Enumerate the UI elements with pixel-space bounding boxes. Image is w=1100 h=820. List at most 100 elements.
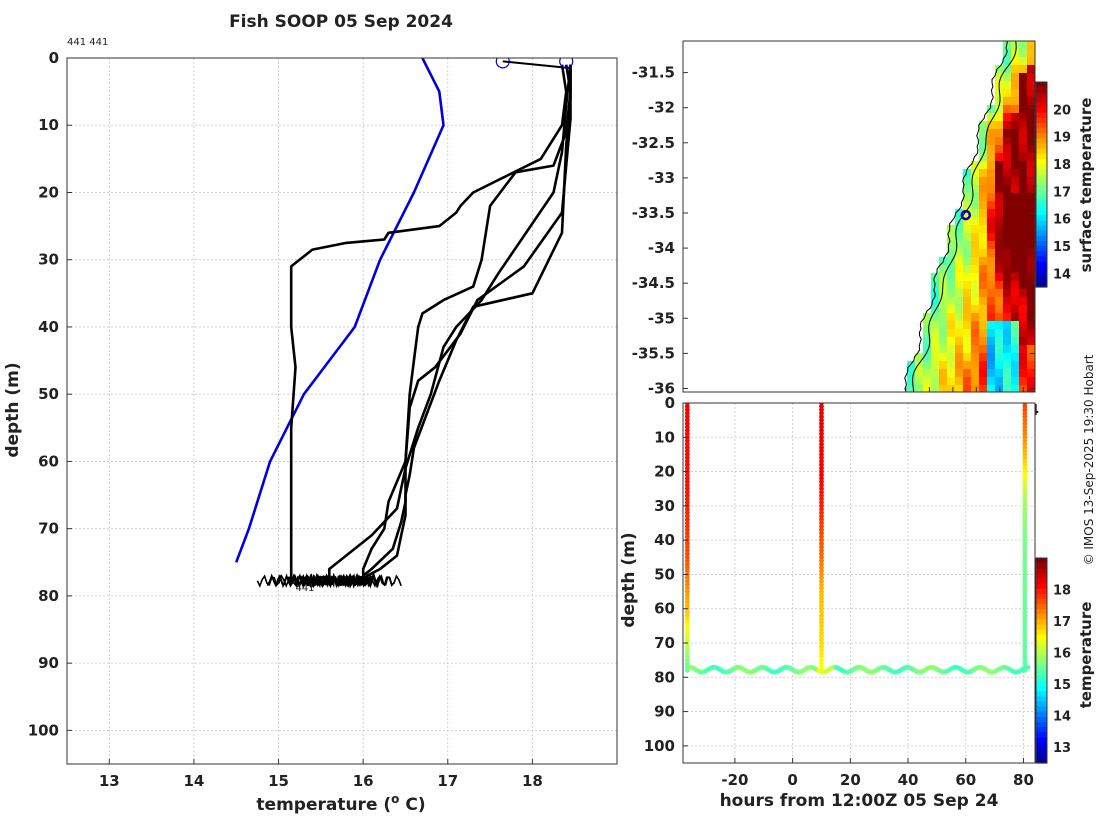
sst-cell: [1011, 337, 1020, 346]
colorbar-segment: [1036, 117, 1047, 124]
temperature-point: [819, 626, 824, 632]
temperature-point: [1022, 565, 1028, 570]
colorbar-tick-label: 16: [1053, 647, 1071, 662]
sst-cell: [923, 361, 932, 370]
temperature-point: [819, 414, 824, 420]
ytick-label: 70: [38, 520, 59, 538]
sst-cell: [1019, 49, 1028, 58]
temperature-point: [684, 644, 690, 649]
sst-cell: [1027, 129, 1035, 138]
sst-cell: [963, 321, 972, 330]
temperature-point: [819, 644, 824, 649]
temperature-point: [819, 664, 824, 670]
sst-cell: [931, 345, 940, 354]
sst-cell: [1003, 313, 1012, 322]
colorbar-segment: [1036, 184, 1047, 191]
sst-cell: [963, 385, 972, 392]
sst-cell: [963, 209, 972, 218]
sst-cell: [955, 353, 964, 362]
dt-ytick-label: 40: [654, 531, 675, 549]
sst-cell: [995, 177, 1004, 186]
colorbar-segment: [1036, 573, 1047, 580]
sst-cell: [947, 337, 956, 346]
sst-cell: [1011, 281, 1020, 290]
sst-cell: [1003, 113, 1012, 122]
sst-cell: [1003, 73, 1012, 82]
colorbar-tick-label: 14: [1053, 267, 1071, 282]
sst-cell: [1027, 57, 1035, 66]
sst-cell: [955, 273, 964, 282]
sst-cell: [987, 345, 996, 354]
colorbar-frame: [1035, 81, 1048, 288]
sst-cell: [995, 113, 1004, 122]
sst-cell: [971, 385, 980, 392]
colorbar-segment: [1036, 665, 1047, 672]
sst-cell: [947, 385, 956, 392]
sst-cell: [1011, 97, 1020, 106]
sst-cell: [1019, 297, 1028, 306]
sst-cell: [995, 145, 1004, 154]
sst-cell: [1011, 145, 1020, 154]
xtick-label: 17: [437, 772, 458, 790]
sst-cell: [1027, 329, 1035, 338]
temperature-point: [1022, 554, 1028, 560]
sst-cell: [979, 209, 988, 218]
sst-cell: [1027, 137, 1035, 146]
sst-cell: [979, 161, 988, 170]
temperature-point: [1022, 548, 1028, 553]
sst-cell: [1027, 41, 1035, 50]
sst-cell: [1027, 105, 1035, 114]
temperature-point: [819, 421, 824, 426]
sst-cell: [1011, 105, 1020, 114]
sst-cell: [987, 361, 996, 370]
sst-cell: [939, 305, 948, 314]
colorbar-segment: [1036, 588, 1047, 595]
colorbar-segment: [1036, 701, 1047, 708]
temperature-point: [1022, 537, 1028, 543]
sst-cell: [1019, 105, 1028, 114]
temperature-point: [819, 479, 824, 485]
sst-cell: [1019, 345, 1028, 354]
sst-cell: [955, 257, 964, 266]
temperature-point: [684, 613, 690, 618]
colorbar-tick-label: 18: [1053, 584, 1071, 599]
sst-cell: [955, 265, 964, 274]
temperature-point: [819, 486, 824, 492]
colorbar-segment: [1036, 722, 1047, 728]
sst-cell: [963, 329, 972, 338]
dt-ytick-label: 70: [654, 634, 675, 652]
sst-cell: [1027, 65, 1035, 74]
sst-cell: [963, 377, 972, 386]
temperature-point: [819, 630, 824, 636]
sst-cell: [995, 385, 1004, 392]
colorbar-segment: [1036, 568, 1047, 574]
sst-cell: [1011, 185, 1020, 194]
colorbar-segment: [1036, 133, 1047, 139]
temperature-point: [819, 417, 824, 423]
temperature-point: [819, 469, 824, 474]
sst-cell: [939, 361, 948, 370]
colorbar-segment: [1036, 609, 1047, 615]
sst-cell: [1027, 353, 1035, 362]
dt-ytick-label: 20: [654, 463, 675, 481]
sst-cell: [923, 353, 932, 362]
dt-xtick-label: -20: [721, 771, 748, 789]
sst-cell: [931, 297, 940, 306]
temperature-point: [819, 537, 824, 543]
temperature-point: [1022, 650, 1028, 656]
sst-cell: [1011, 305, 1020, 314]
cast-location-marker: [960, 209, 972, 221]
profile-series: 441: [234, 58, 574, 594]
temperature-point: [1022, 657, 1028, 663]
temperature-point: [684, 633, 690, 639]
sst-cell: [963, 281, 972, 290]
sst-cell: [963, 337, 972, 346]
temperature-profile-line: [327, 64, 572, 583]
sst-cell: [987, 217, 996, 226]
sst-cell: [931, 377, 940, 386]
colorbar-segment: [1036, 123, 1047, 129]
temperature-point: [684, 620, 690, 625]
sst-cell: [1011, 385, 1020, 392]
